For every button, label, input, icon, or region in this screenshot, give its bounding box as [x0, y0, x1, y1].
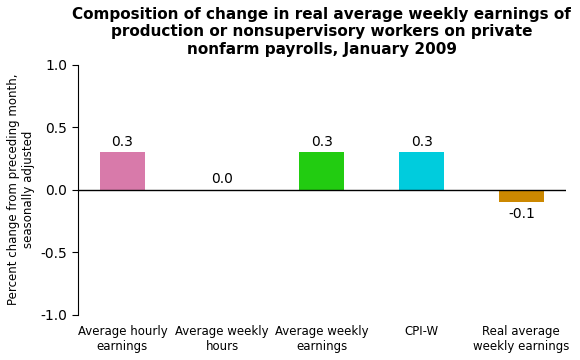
- Text: 0.0: 0.0: [211, 172, 233, 186]
- Text: -0.1: -0.1: [508, 207, 535, 221]
- Bar: [499, 190, 544, 202]
- Y-axis label: Percent change from preceding month,
seasonally adjusted: Percent change from preceding month, sea…: [7, 74, 35, 306]
- Bar: [399, 152, 444, 190]
- Title: Composition of change in real average weekly earnings of
production or nonsuperv: Composition of change in real average we…: [72, 7, 571, 57]
- Text: 0.3: 0.3: [311, 135, 333, 149]
- Bar: [100, 152, 145, 190]
- Text: 0.3: 0.3: [111, 135, 133, 149]
- Text: 0.3: 0.3: [411, 135, 433, 149]
- Bar: [299, 152, 345, 190]
